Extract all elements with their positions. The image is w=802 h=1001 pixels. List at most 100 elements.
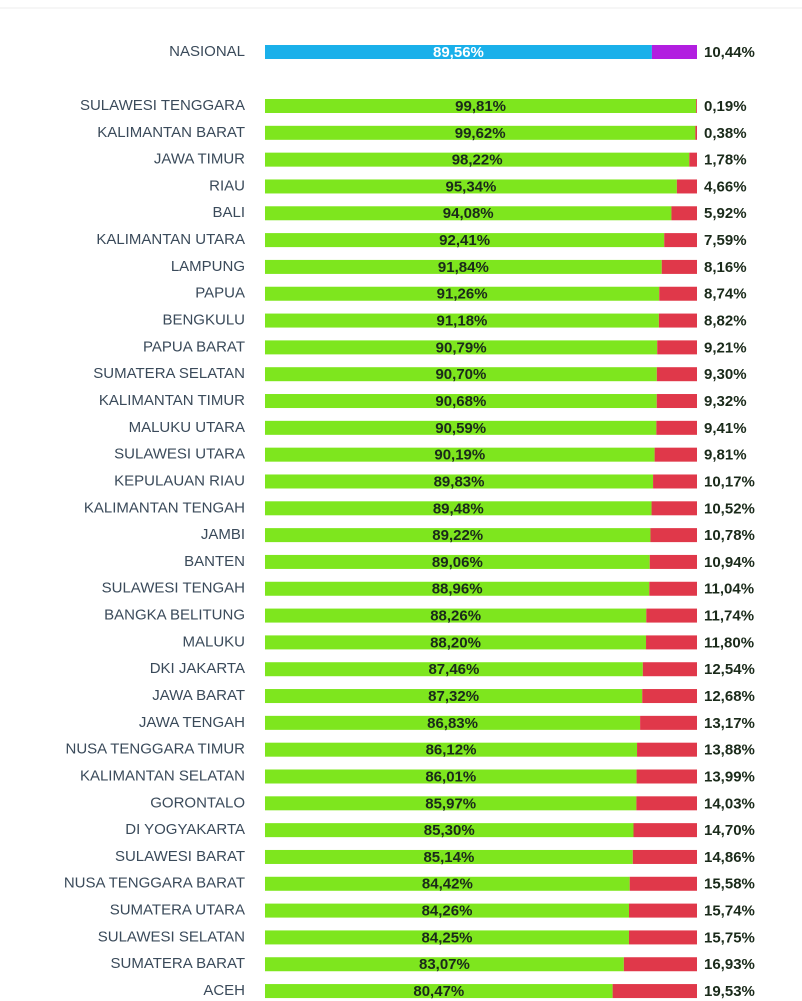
category-label: BALI: [212, 204, 245, 221]
value-label: 89,06%: [432, 554, 483, 571]
value-label: 85,97%: [425, 795, 476, 812]
category-label: JAWA BARAT: [152, 687, 245, 704]
bar-segment: [265, 876, 630, 891]
category-label: KALIMANTAN BARAT: [97, 124, 245, 141]
bar-segment: [265, 608, 647, 623]
bar-segment: [646, 608, 697, 623]
category-label: KALIMANTAN SELATAN: [80, 767, 245, 784]
value-label: 14,70%: [704, 822, 755, 839]
bar-segment: [612, 984, 697, 999]
bar-segment: [265, 769, 637, 784]
bar-segment: [695, 125, 697, 140]
value-label: 85,30%: [424, 822, 475, 839]
category-label: SUMATERA UTARA: [110, 902, 245, 919]
bar-segment: [637, 742, 697, 757]
bar-segment: [689, 152, 697, 167]
bar-segment: [265, 152, 690, 167]
bar-segment: [649, 581, 697, 596]
category-label: JAWA TIMUR: [154, 151, 245, 168]
value-label: 10,78%: [704, 527, 755, 544]
bar-segment: [265, 849, 633, 864]
value-label: 89,83%: [434, 473, 485, 490]
bar-segment: [623, 957, 697, 972]
value-label: 16,93%: [704, 956, 755, 973]
category-label: MALUKU UTARA: [129, 419, 245, 436]
bar-segment: [265, 796, 637, 811]
category-label: SULAWESI UTARA: [114, 446, 245, 463]
category-label: MALUKU: [182, 633, 245, 650]
value-label: 89,56%: [433, 44, 484, 61]
value-label: 90,70%: [435, 366, 486, 383]
value-label: 89,22%: [432, 527, 483, 544]
value-label: 9,21%: [704, 339, 747, 356]
category-label: JAMBI: [201, 526, 245, 543]
bar-segment: [664, 233, 697, 248]
bar-segment: [265, 635, 647, 650]
bar-segment: [629, 876, 697, 891]
bar-segment: [671, 206, 697, 221]
value-label: 83,07%: [419, 956, 470, 973]
category-label: DKI JAKARTA: [150, 660, 245, 677]
bar-segment: [265, 340, 658, 355]
value-label: 8,74%: [704, 286, 747, 303]
category-label: SULAWESI BARAT: [115, 848, 245, 865]
bar-segment: [661, 259, 697, 274]
value-label: 10,94%: [704, 554, 755, 571]
category-label: SUMATERA SELATAN: [93, 365, 245, 382]
value-label: 85,14%: [423, 849, 474, 866]
value-label: 10,17%: [704, 473, 755, 490]
bar-segment: [265, 179, 677, 194]
category-label: BANGKA BELITUNG: [104, 607, 245, 624]
value-label: 7,59%: [704, 232, 747, 249]
value-label: 94,08%: [443, 205, 494, 222]
value-label: 11,80%: [704, 634, 754, 651]
bar-segment: [265, 742, 638, 757]
value-label: 86,01%: [425, 768, 476, 785]
category-label: SULAWESI SELATAN: [98, 928, 245, 945]
category-label: KALIMANTAN TENGAH: [84, 499, 245, 516]
category-label: RIAU: [209, 177, 245, 194]
bar-segment: [649, 554, 697, 569]
bar-segment: [265, 528, 651, 543]
bar-segment: [629, 903, 697, 918]
bar-segment: [646, 635, 697, 650]
value-label: 80,47%: [413, 983, 464, 1000]
value-label: 92,41%: [439, 232, 490, 249]
bar-segment: [265, 957, 624, 972]
bar-segment: [265, 367, 657, 382]
category-label: JAWA TENGAH: [139, 714, 245, 731]
value-label: 9,32%: [704, 393, 747, 410]
bar-segment: [265, 984, 613, 999]
category-label: GORONTALO: [150, 794, 245, 811]
bar-segment: [265, 99, 697, 113]
bar-segment: [636, 796, 697, 811]
bar-segment: [651, 501, 697, 516]
value-label: 90,59%: [435, 420, 486, 437]
bar-segment: [265, 206, 672, 221]
bar-segment: [265, 903, 630, 918]
value-label: 88,26%: [430, 608, 481, 625]
value-label: 84,25%: [422, 929, 473, 946]
bar-segment: [265, 823, 634, 838]
bar-segment: [265, 501, 652, 516]
bar-segment: [265, 715, 641, 730]
value-label: 86,83%: [427, 715, 478, 732]
value-label: 13,88%: [704, 742, 755, 759]
value-label: 91,26%: [437, 286, 488, 303]
category-label: KALIMANTAN TIMUR: [99, 392, 245, 409]
value-label: 98,22%: [452, 152, 503, 169]
value-label: 15,75%: [704, 929, 755, 946]
bar-segment: [632, 849, 697, 864]
bar-segment: [657, 340, 697, 355]
bar-segment: [654, 447, 697, 462]
value-label: 10,52%: [704, 500, 755, 517]
value-label: 14,86%: [704, 849, 755, 866]
category-label: PAPUA: [195, 285, 245, 302]
value-label: 15,58%: [704, 876, 755, 893]
bar-segment: [651, 45, 697, 59]
bar-segment: [265, 689, 643, 704]
category-label: NUSA TENGGARA TIMUR: [66, 741, 246, 758]
value-label: 9,30%: [704, 366, 747, 383]
bar-segment: [658, 313, 697, 328]
bar-segment: [636, 769, 697, 784]
